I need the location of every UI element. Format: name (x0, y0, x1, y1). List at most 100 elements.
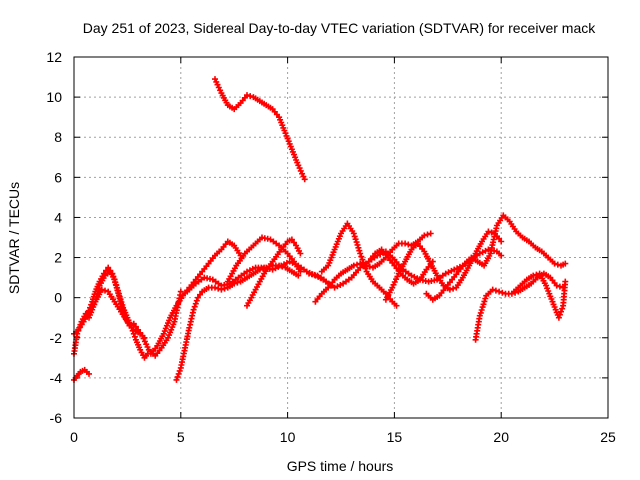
series-pass-7 (212, 76, 308, 183)
series-pass-16 (423, 212, 569, 303)
data-point (450, 285, 457, 292)
series-pass-15 (382, 228, 505, 303)
y-tick-label: 2 (54, 250, 62, 266)
data-point (350, 262, 357, 269)
series-pass-10 (244, 236, 304, 309)
grid (74, 57, 608, 418)
data-point (488, 229, 495, 236)
data-point (499, 289, 506, 296)
data-point (405, 241, 412, 248)
data-point (556, 311, 563, 318)
y-axis-label: SDTVAR / TECUs (6, 182, 22, 294)
data-point (558, 308, 564, 315)
x-tick-label: 20 (493, 429, 509, 445)
data-point (359, 256, 366, 263)
data-point (551, 260, 558, 267)
data-point (357, 250, 364, 257)
series-pass-11 (312, 230, 434, 305)
data-point (355, 244, 362, 251)
data-point (354, 261, 360, 268)
x-axis-label: GPS time / hours (287, 458, 394, 474)
data-point (555, 314, 562, 321)
data-point (421, 232, 428, 239)
data-point (86, 370, 92, 377)
data-point (190, 306, 197, 313)
data-point (131, 333, 138, 340)
data-point (177, 288, 184, 295)
data-point (173, 376, 180, 383)
data-point (247, 93, 254, 100)
data-point (427, 230, 434, 237)
data-point (478, 307, 485, 313)
data-point (553, 282, 560, 289)
data-point (498, 238, 505, 245)
series-pass-1 (71, 268, 151, 361)
data-point (489, 286, 496, 293)
chart-title: Day 251 of 2023, Sidereal Day-to-day VTE… (83, 20, 596, 36)
data-point (297, 250, 304, 257)
x-tick-label: 0 (70, 429, 78, 445)
x-tick-label: 15 (387, 429, 403, 445)
axis-ticks (73, 56, 609, 419)
data-point (485, 228, 492, 235)
data-point (295, 272, 302, 279)
data-point (492, 287, 499, 294)
y-tick-label: 8 (54, 129, 62, 145)
y-tick-label: 4 (54, 209, 62, 225)
x-tick-label: 25 (600, 429, 616, 445)
y-tick-label: 0 (54, 290, 62, 306)
series-pass-14 (365, 246, 436, 287)
data-point (530, 272, 537, 279)
data-point (102, 287, 108, 294)
data-point (424, 231, 431, 238)
data-point (297, 268, 304, 275)
plot-frame (73, 56, 609, 419)
series-pass-6 (147, 238, 244, 357)
series-pass-3 (71, 264, 184, 359)
data-point (479, 304, 486, 311)
data-point (98, 286, 105, 293)
data-point (556, 283, 563, 290)
data-point (446, 286, 453, 293)
data-point (174, 373, 181, 380)
data-point (402, 240, 409, 247)
data-point (358, 253, 365, 260)
data-point (350, 230, 357, 237)
data-point (496, 288, 503, 295)
data-point (244, 92, 250, 99)
data-point (175, 370, 182, 377)
data-point (354, 241, 361, 248)
series-line (214, 78, 306, 181)
data-point (352, 236, 359, 243)
data-point (498, 252, 505, 259)
data-point (141, 334, 148, 341)
y-tick-label: 6 (54, 169, 62, 185)
series-pass-18 (511, 270, 569, 321)
series-pass-4 (86, 286, 148, 341)
data-point (562, 278, 569, 285)
data-point (477, 309, 484, 316)
x-tick-labels: 0 5 10 15 20 25 (70, 429, 616, 445)
data-point (301, 176, 308, 183)
data-point (480, 301, 487, 308)
data-point (110, 273, 117, 280)
y-tick-label: -4 (50, 370, 63, 386)
series-group (71, 76, 569, 383)
y-tick-labels: -6 -4 -2 0 2 4 6 8 10 12 (46, 49, 62, 426)
series-pass-5 (173, 262, 302, 383)
data-point (193, 297, 200, 304)
x-tick-label: 10 (280, 429, 296, 445)
data-point (533, 271, 540, 278)
data-point (212, 284, 218, 291)
data-point (393, 302, 400, 309)
data-point (176, 367, 183, 374)
x-tick-label: 5 (177, 429, 185, 445)
data-point (481, 298, 488, 305)
data-point (559, 305, 566, 312)
series-line (474, 272, 565, 341)
data-point (366, 263, 373, 270)
data-point (554, 261, 561, 268)
data-point (562, 260, 569, 267)
y-tick-label: 10 (46, 89, 62, 105)
